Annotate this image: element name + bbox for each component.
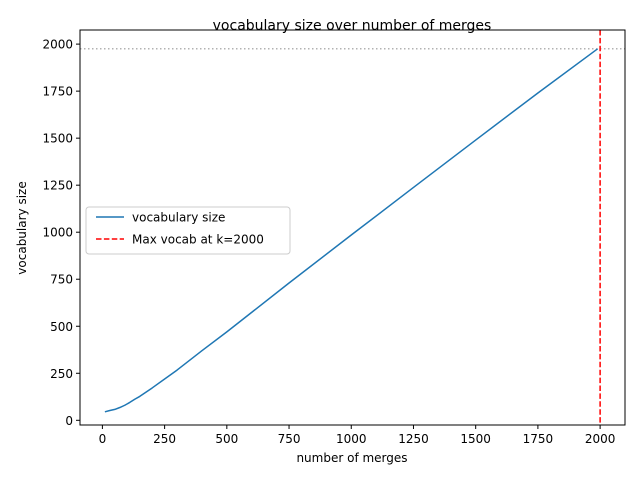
x-tick-label: 1000 (336, 432, 367, 446)
legend-box (85, 206, 291, 255)
y-tick-label: 1250 (42, 179, 73, 193)
legend: vocabulary size Max vocab at k=2000 (85, 206, 291, 255)
x-tick-label: 500 (215, 432, 238, 446)
x-axis-label: number of merges (296, 451, 407, 465)
y-tick-label: 1500 (42, 132, 73, 146)
chart-title: vocabulary size over number of merges (213, 18, 492, 34)
y-axis: 0 250 500 750 1000 1250 1500 1750 2000 (42, 38, 80, 428)
y-axis-label: vocabulary size (15, 181, 29, 274)
y-tick-label: 500 (50, 320, 73, 334)
x-tick-label: 250 (153, 432, 176, 446)
x-tick-label: 750 (278, 432, 301, 446)
x-tick-label: 1750 (523, 432, 554, 446)
x-tick-label: 0 (99, 432, 107, 446)
y-tick-label: 2000 (42, 38, 73, 52)
y-tick-label: 1750 (42, 85, 73, 99)
legend-label-series: vocabulary size (132, 211, 225, 225)
series-line (104, 48, 599, 413)
plot-frame (79, 29, 626, 426)
x-tick-label: 2000 (585, 432, 616, 446)
y-tick-label: 750 (50, 273, 73, 287)
y-tick-label: 0 (65, 414, 73, 428)
y-tick-label: 250 (50, 367, 73, 381)
x-axis: 0 250 500 750 1000 1250 1500 1750 2000 (99, 425, 616, 446)
x-tick-label: 1500 (460, 432, 491, 446)
y-tick-label: 1000 (42, 226, 73, 240)
legend-label-max-vocab: Max vocab at k=2000 (132, 233, 264, 247)
x-tick-label: 1250 (398, 432, 429, 446)
plot-area (79, 29, 626, 426)
